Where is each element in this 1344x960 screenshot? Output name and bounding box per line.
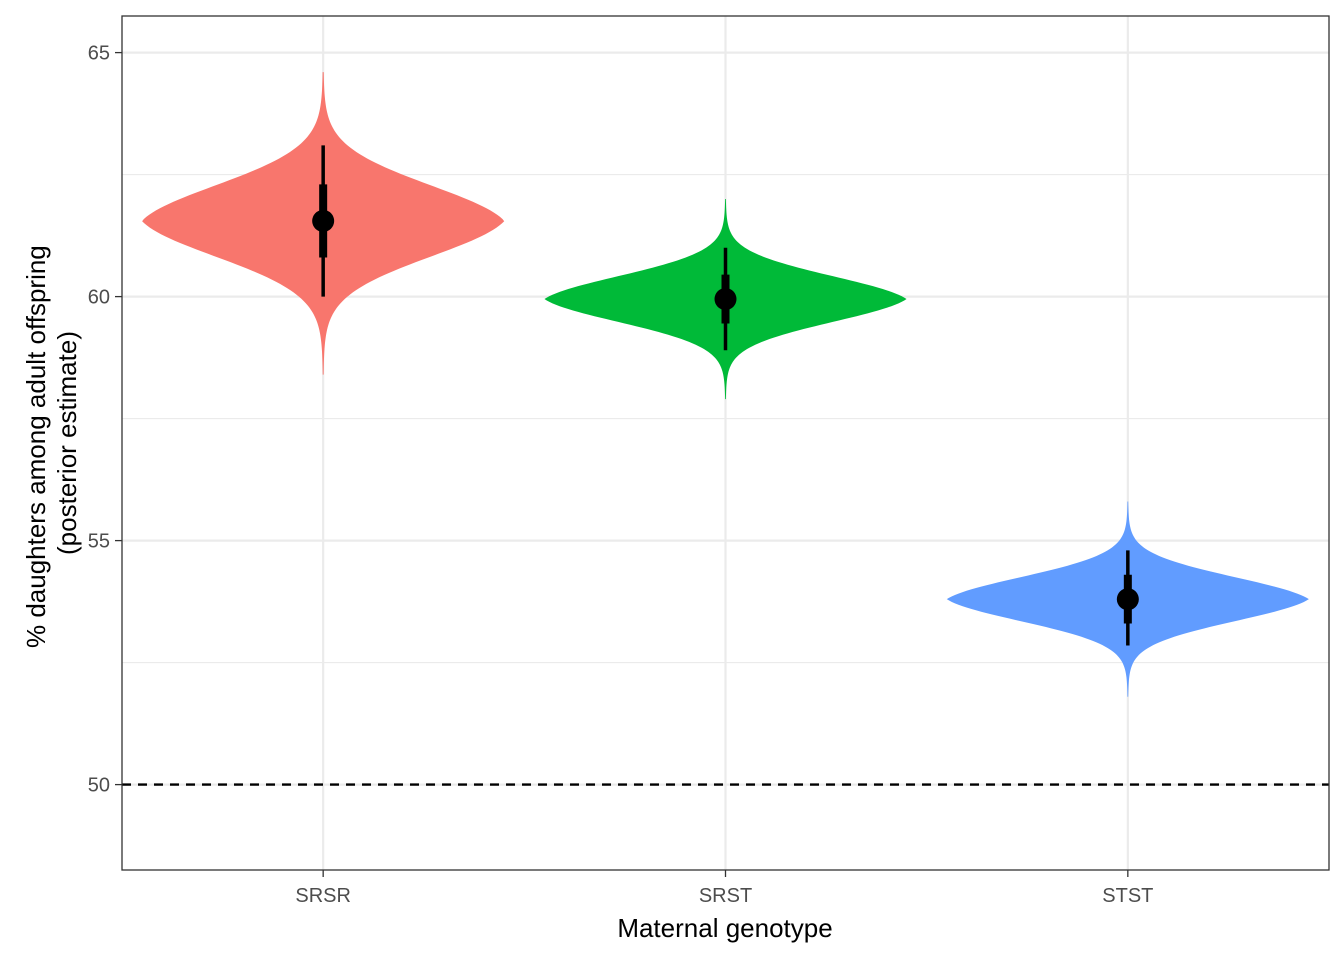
median-point-srsr: [312, 209, 335, 232]
y-axis: 50 55 60 65: [88, 43, 122, 797]
x-axis: SRSR SRST STST: [295, 870, 1153, 907]
median-point-srst: [714, 288, 737, 311]
y-tick-label: 50: [88, 775, 110, 797]
y-axis-title-line-2: (posterior estimate): [52, 331, 82, 555]
x-tick-label: SRSR: [295, 885, 351, 907]
x-tick-label: SRST: [699, 885, 752, 907]
y-tick-label: 65: [88, 43, 110, 65]
intervals: [312, 145, 1139, 646]
y-tick-label: 55: [88, 531, 110, 553]
median-point-stst: [1116, 588, 1139, 611]
y-axis-title-line-1: % daughters among adult offspring: [21, 245, 51, 648]
y-axis-title: % daughters among adult offspring (poste…: [21, 238, 82, 648]
x-tick-label: STST: [1102, 885, 1153, 907]
x-axis-title: Maternal genotype: [617, 913, 832, 943]
y-tick-label: 60: [88, 287, 110, 309]
